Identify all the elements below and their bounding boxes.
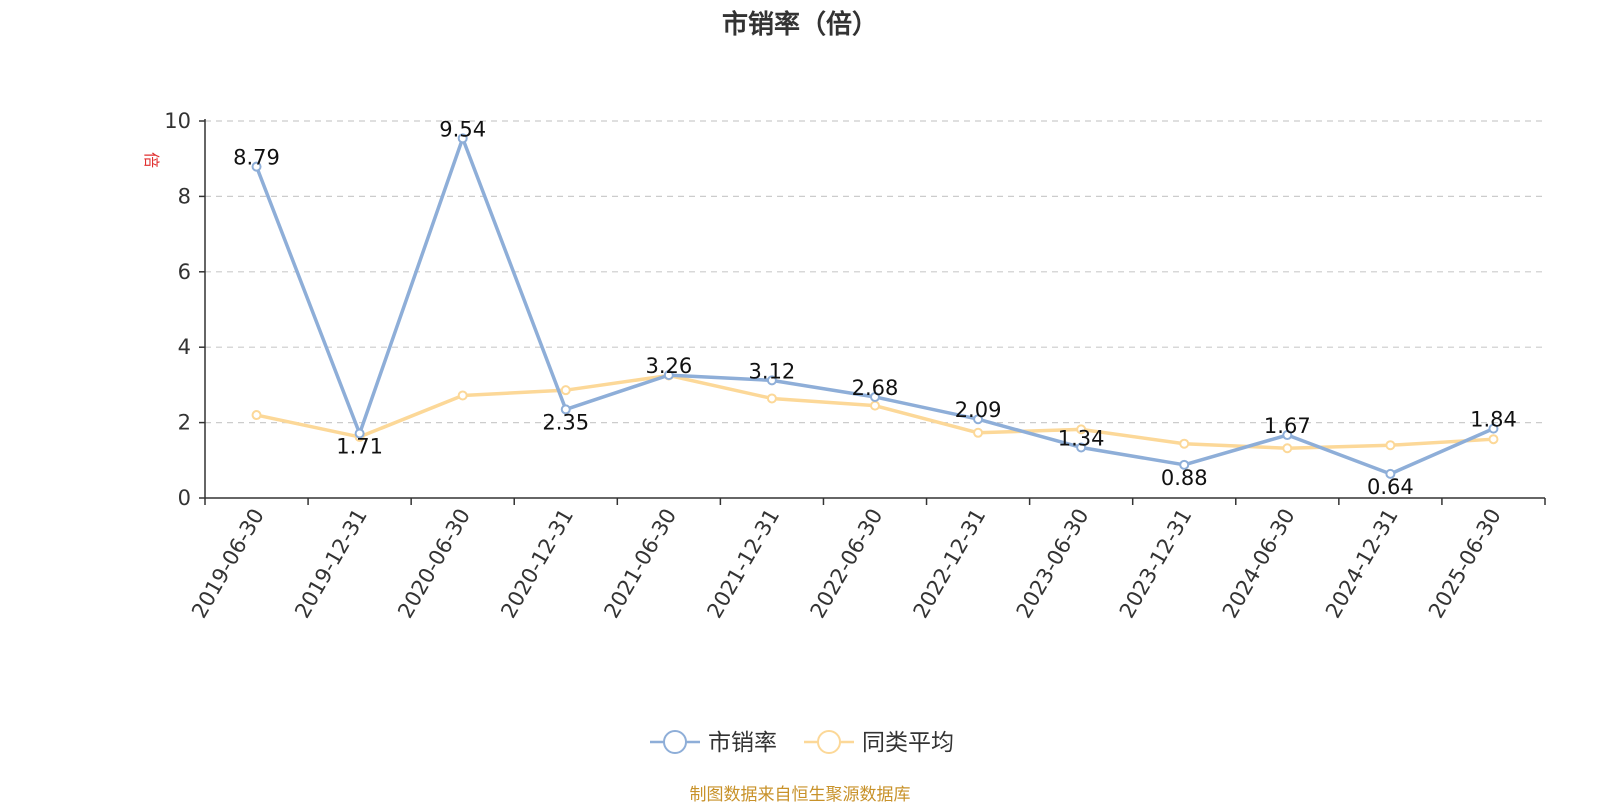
- legend-label: 市销率: [708, 730, 777, 756]
- data-point: [1076, 442, 1087, 453]
- x-tick-label: 2020-06-30: [393, 505, 475, 623]
- data-label: 9.54: [439, 117, 486, 141]
- x-tick-label: 2019-12-31: [290, 505, 372, 623]
- legend-item[interactable]: 市销率: [650, 730, 777, 756]
- x-tick-label: 2023-06-30: [1012, 505, 1094, 623]
- chart-title: 市销率（倍）: [721, 10, 878, 40]
- data-point: [1385, 468, 1396, 479]
- data-label: 1.84: [1470, 408, 1517, 432]
- data-label: 1.67: [1264, 414, 1311, 438]
- x-tick-label: 2023-12-31: [1115, 505, 1197, 623]
- data-label: 3.26: [645, 354, 692, 378]
- grid-lines: [205, 120, 1545, 424]
- data-point: [1282, 443, 1293, 454]
- data-point: [1179, 459, 1190, 470]
- data-point: [973, 414, 984, 425]
- x-tick-label: 2019-06-30: [187, 505, 269, 623]
- x-tick-label: 2021-06-30: [599, 505, 681, 623]
- legend-marker: [663, 730, 687, 754]
- x-tick-label: 2024-06-30: [1218, 505, 1300, 623]
- y-tick-label: 2: [178, 411, 191, 435]
- data-labels: 8.79 1.71 9.54 2.35 3.26 3.12 2.68 2.09 1.34 0.88…: [233, 117, 1517, 499]
- data-point: [1179, 438, 1190, 449]
- data-label: 2.35: [542, 410, 589, 434]
- data-point: [766, 393, 777, 404]
- data-point: [1076, 424, 1087, 435]
- legend-item[interactable]: 同类平均: [804, 730, 954, 756]
- data-point: [560, 385, 571, 396]
- data-point: [1488, 434, 1499, 445]
- x-tick-label: 2025-06-30: [1424, 505, 1506, 623]
- data-label: 1.34: [1058, 426, 1105, 450]
- data-point: [251, 161, 262, 172]
- data-point: [973, 427, 984, 438]
- data-label: 3.12: [749, 359, 796, 383]
- data-point: [251, 410, 262, 421]
- data-point: [1282, 430, 1293, 441]
- legend-label: 同类平均: [862, 730, 954, 756]
- x-tick-label: 2024-12-31: [1321, 505, 1403, 623]
- y-axis-unit-label: 倍: [142, 152, 161, 168]
- y-tick-label: 10: [164, 109, 191, 133]
- x-tick-label: 2020-12-31: [496, 505, 578, 623]
- data-point: [560, 404, 571, 415]
- data-point: [1385, 440, 1396, 451]
- data-point: [870, 391, 880, 402]
- data-point: [1488, 423, 1499, 434]
- data-label: 1.71: [336, 435, 383, 459]
- x-tick-label: 2021-12-31: [702, 505, 784, 623]
- data-label: 2.68: [852, 376, 899, 400]
- data-point: [457, 390, 468, 401]
- legend-marker: [817, 730, 841, 754]
- legend[interactable]: 市销率 同类平均: [650, 730, 954, 756]
- data-point: [663, 370, 674, 381]
- y-tick-label: 0: [178, 486, 191, 510]
- data-label: 0.64: [1367, 475, 1414, 499]
- x-tick-label: 2022-12-31: [909, 505, 991, 623]
- series-layer: [251, 133, 1499, 479]
- data-point: [354, 428, 365, 439]
- axes: 0 2 4 6 8 10 2019-06-30 2019-12-31 2020-06-30 202…: [164, 109, 1546, 623]
- data-label: 0.88: [1161, 466, 1208, 490]
- y-tick-label: 4: [178, 335, 191, 359]
- y-tick-label: 8: [178, 184, 191, 208]
- data-point: [766, 375, 777, 386]
- data-label: 8.79: [233, 146, 280, 170]
- source-note: 制图数据来自恒生聚源数据库: [689, 785, 911, 805]
- data-label: 2.09: [955, 398, 1002, 422]
- data-point: [457, 133, 468, 144]
- x-tick-label: 2022-06-30: [806, 505, 888, 623]
- data-point: [870, 400, 880, 411]
- y-tick-label: 6: [178, 260, 191, 284]
